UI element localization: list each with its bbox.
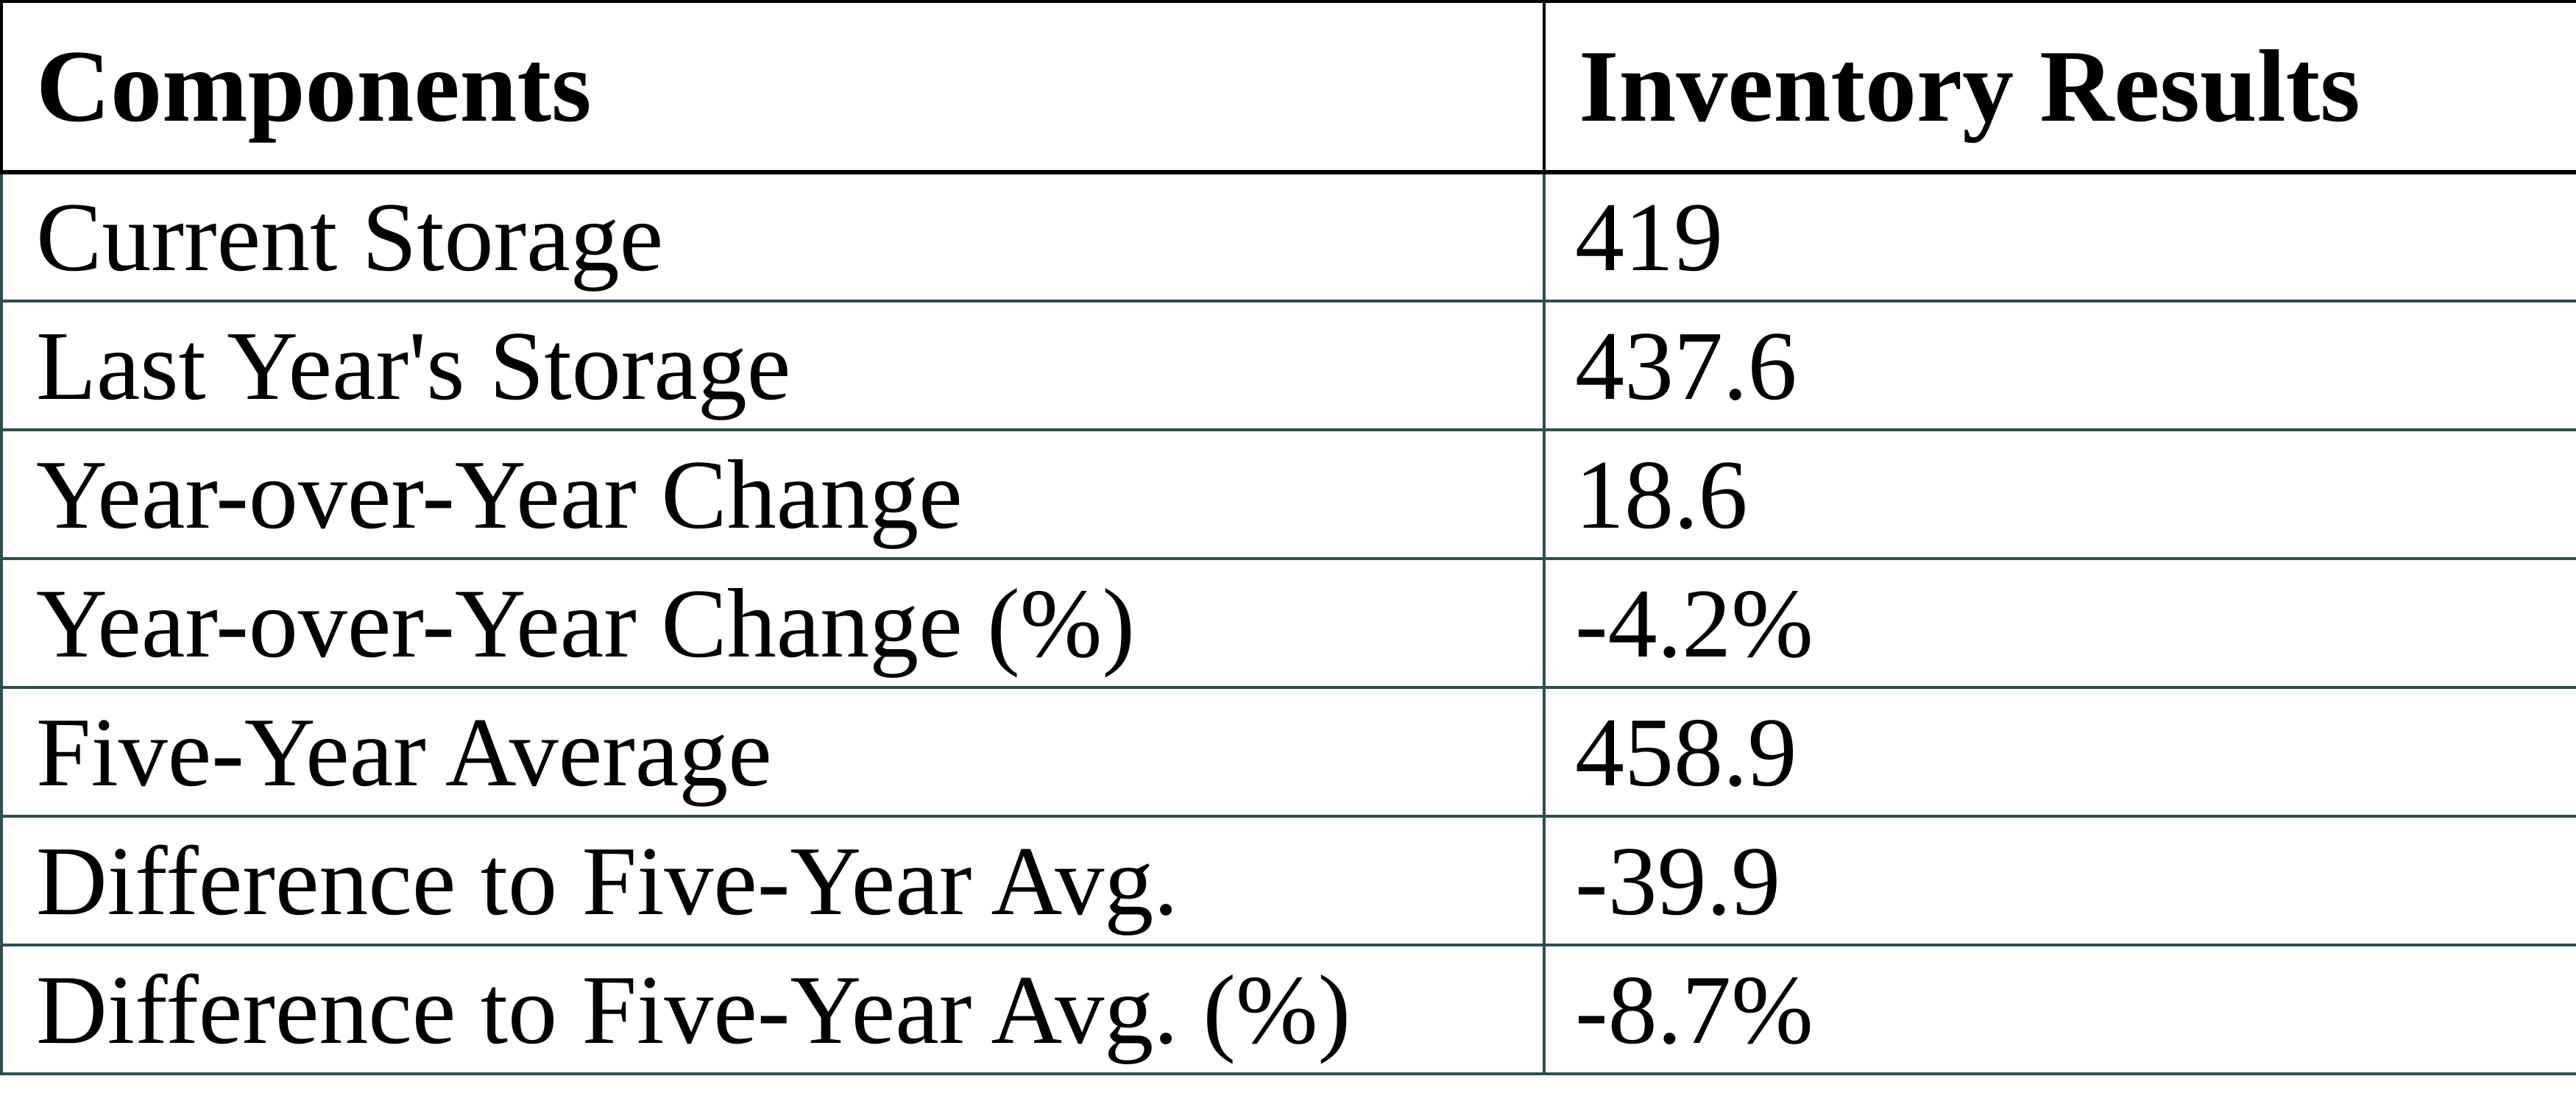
result-cell: 419	[1543, 171, 2576, 302]
table-row: Year-over-Year Change 18.6	[0, 428, 2576, 560]
component-cell: Last Year's Storage	[0, 300, 1546, 431]
result-cell: -8.7%	[1543, 944, 2576, 1075]
component-cell: Five-Year Average	[0, 686, 1546, 818]
component-cell: Year-over-Year Change (%)	[0, 557, 1546, 689]
table-row: Five-Year Average 458.9	[0, 686, 2576, 818]
table-header: Components Inventory Results	[0, 0, 2576, 174]
table-row: Year-over-Year Change (%) -4.2%	[0, 557, 2576, 689]
result-cell: 18.6	[1543, 428, 2576, 560]
component-cell: Difference to Five-Year Avg. (%)	[0, 944, 1546, 1075]
result-cell: -39.9	[1543, 815, 2576, 946]
result-cell: 437.6	[1543, 300, 2576, 431]
table-row: Current Storage 419	[0, 171, 2576, 302]
table-row: Difference to Five-Year Avg. -39.9	[0, 815, 2576, 946]
table-row: Last Year's Storage 437.6	[0, 300, 2576, 431]
component-cell: Year-over-Year Change	[0, 428, 1546, 560]
column-header-components: Components	[0, 0, 1546, 174]
table-body: Current Storage 419 Last Year's Storage …	[0, 171, 2576, 1075]
result-cell: -4.2%	[1543, 557, 2576, 689]
column-header-inventory-results: Inventory Results	[1543, 0, 2576, 174]
table-row: Difference to Five-Year Avg. (%) -8.7%	[0, 944, 2576, 1075]
component-cell: Difference to Five-Year Avg.	[0, 815, 1546, 946]
inventory-results-table: Components Inventory Results Current Sto…	[0, 0, 2576, 1075]
header-row: Components Inventory Results	[0, 0, 2576, 174]
result-cell: 458.9	[1543, 686, 2576, 818]
component-cell: Current Storage	[0, 171, 1546, 302]
